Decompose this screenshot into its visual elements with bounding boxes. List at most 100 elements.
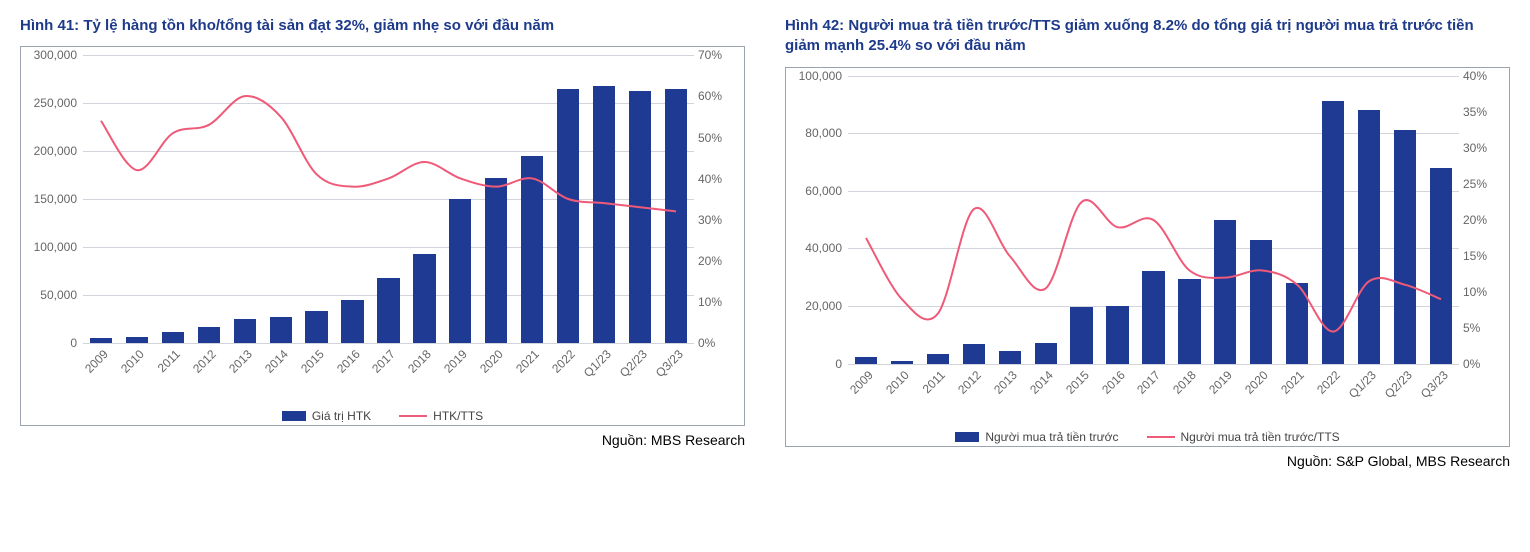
x-label-slot: 2018 (406, 347, 442, 383)
figure-41-title: Hình 41: Tỷ lệ hàng tồn kho/tổng tài sản… (20, 16, 745, 36)
gridline (848, 364, 1459, 365)
legend-line-label: Người mua trả tiền trước/TTS (1181, 430, 1340, 444)
x-tick-label: Q3/23 (1418, 368, 1451, 401)
line-layer (848, 76, 1459, 364)
y1-tick-label: 0 (25, 336, 77, 350)
x-tick-label: 2019 (441, 347, 470, 376)
x-label-slot: 2021 (514, 347, 550, 383)
legend-bar-label: Người mua trả tiền trước (985, 430, 1118, 444)
x-tick-label: 2010 (883, 368, 912, 397)
x-label-slot: Q3/23 (658, 347, 694, 383)
y2-tick-label: 30% (698, 213, 740, 227)
y1-tick-label: 40,000 (790, 241, 842, 255)
y1-tick-label: 100,000 (790, 69, 842, 83)
panels-row: Hình 41: Tỷ lệ hàng tồn kho/tổng tài sản… (20, 16, 1510, 469)
x-tick-label: 2018 (406, 347, 435, 376)
y1-tick-label: 100,000 (25, 240, 77, 254)
x-tick-label: 2015 (1063, 368, 1092, 397)
x-label-slot: 2012 (956, 368, 992, 404)
line-swatch-icon (399, 415, 427, 417)
figure-41-legend: Giá trị HTK HTK/TTS (21, 409, 744, 423)
y1-tick-label: 0 (790, 357, 842, 371)
y2-tick-label: 30% (1463, 141, 1505, 155)
x-tick-label: Q1/23 (1346, 368, 1379, 401)
x-label-slot: 2021 (1279, 368, 1315, 404)
legend-item-bar: Người mua trả tiền trước (955, 430, 1118, 444)
x-tick-label: 2014 (1027, 368, 1056, 397)
x-label-slot: 2022 (550, 347, 586, 383)
x-tick-label: Q2/23 (617, 347, 650, 380)
figure-41-source: Nguồn: MBS Research (20, 432, 745, 448)
figure-42-legend: Người mua trả tiền trước Người mua trả t… (786, 430, 1509, 444)
x-label-slot: 2020 (1243, 368, 1279, 404)
x-tick-label: 2012 (190, 347, 219, 376)
figure-42-source: Nguồn: S&P Global, MBS Research (785, 453, 1510, 469)
figure-41-title-prefix: Hình 41: (20, 17, 79, 34)
x-tick-label: 2014 (262, 347, 291, 376)
x-label-slot: 2010 (119, 347, 155, 383)
y1-tick-label: 20,000 (790, 299, 842, 313)
x-label-slot: 2013 (227, 347, 263, 383)
x-label-slot: 2015 (299, 347, 335, 383)
x-label-slot: 2011 (920, 368, 956, 404)
x-label-slot: 2018 (1171, 368, 1207, 404)
y2-tick-label: 20% (698, 254, 740, 268)
x-label-slot: 2017 (1136, 368, 1172, 404)
x-tick-label: 2018 (1171, 368, 1200, 397)
y2-tick-label: 0% (698, 336, 740, 350)
figure-41-chart: 050,000100,000150,000200,000250,000300,0… (20, 46, 745, 426)
y2-tick-label: 40% (1463, 69, 1505, 83)
x-tick-label: Q1/23 (581, 347, 614, 380)
y1-tick-label: 80,000 (790, 126, 842, 140)
x-tick-label: Q2/23 (1382, 368, 1415, 401)
x-label-slot: 2016 (1100, 368, 1136, 404)
x-label-slot: Q2/23 (1387, 368, 1423, 404)
x-tick-label: 2016 (1099, 368, 1128, 397)
figure-42-plot: 020,00040,00060,00080,000100,0000%5%10%1… (848, 76, 1459, 364)
x-label-slot: 2020 (478, 347, 514, 383)
y2-tick-label: 50% (698, 131, 740, 145)
x-label-slot: 2019 (442, 347, 478, 383)
x-tick-label: 2010 (118, 347, 147, 376)
y2-tick-label: 5% (1463, 321, 1505, 335)
legend-item-bar: Giá trị HTK (282, 409, 371, 423)
bar-swatch-icon (282, 411, 306, 421)
legend-bar-label: Giá trị HTK (312, 409, 371, 423)
x-tick-label: 2009 (847, 368, 876, 397)
x-label-slot: Q1/23 (586, 347, 622, 383)
x-tick-label: 2019 (1206, 368, 1235, 397)
x-tick-label: 2021 (1278, 368, 1307, 397)
series-line (101, 96, 676, 211)
y2-tick-label: 25% (1463, 177, 1505, 191)
legend-line-label: HTK/TTS (433, 409, 483, 423)
gridline (83, 343, 694, 344)
x-tick-label: 2009 (82, 347, 111, 376)
figure-41-title-rest: Tỷ lệ hàng tồn kho/tổng tài sản đạt 32%,… (79, 17, 554, 34)
x-label-slot: 2009 (848, 368, 884, 404)
y2-tick-label: 70% (698, 48, 740, 62)
x-label-slot: 2011 (155, 347, 191, 383)
legend-item-line: HTK/TTS (399, 409, 483, 423)
y2-tick-label: 15% (1463, 249, 1505, 263)
x-tick-label: 2021 (513, 347, 542, 376)
x-label-slot: 2017 (371, 347, 407, 383)
figure-42-x-labels: 20092010 2011 20122013201420152016 20172018… (848, 368, 1459, 404)
y2-tick-label: 10% (1463, 285, 1505, 299)
figure-41-x-labels: 20092010 20112012 201320142015201620172018… (83, 347, 694, 383)
x-tick-label: 2011 (920, 368, 948, 396)
y1-tick-label: 60,000 (790, 184, 842, 198)
y2-tick-label: 0% (1463, 357, 1505, 371)
x-tick-label: 2022 (1314, 368, 1343, 397)
x-tick-label: 2016 (334, 347, 363, 376)
legend-item-line: Người mua trả tiền trước/TTS (1147, 430, 1340, 444)
y1-tick-label: 50,000 (25, 288, 77, 302)
x-tick-label: 2017 (370, 347, 399, 376)
x-tick-label: 2015 (298, 347, 327, 376)
x-tick-label: 2020 (477, 347, 506, 376)
series-line (866, 200, 1441, 332)
y2-tick-label: 60% (698, 89, 740, 103)
x-tick-label: 2013 (991, 368, 1020, 397)
x-label-slot: 2014 (263, 347, 299, 383)
x-label-slot: 2019 (1207, 368, 1243, 404)
y1-tick-label: 300,000 (25, 48, 77, 62)
